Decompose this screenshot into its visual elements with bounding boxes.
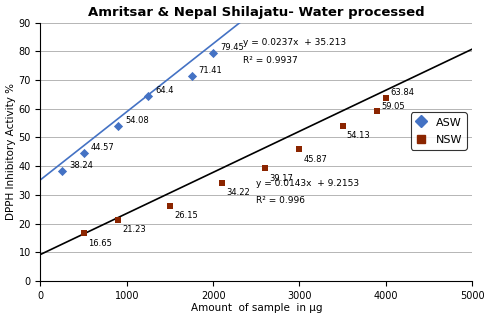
- Y-axis label: DPPH Inhibitory Activity %: DPPH Inhibitory Activity %: [5, 83, 16, 220]
- Text: 63.84: 63.84: [390, 88, 414, 97]
- Title: Amritsar & Nepal Shilajatu- Water processed: Amritsar & Nepal Shilajatu- Water proces…: [88, 5, 425, 19]
- Point: [373, 109, 381, 114]
- Point: [166, 203, 174, 208]
- Point: [209, 50, 217, 56]
- Text: 64.4: 64.4: [155, 86, 174, 95]
- Text: 34.22: 34.22: [226, 188, 250, 197]
- Text: 45.87: 45.87: [304, 155, 327, 164]
- Point: [80, 150, 88, 155]
- Point: [295, 147, 303, 152]
- Point: [188, 73, 196, 78]
- Point: [80, 231, 88, 236]
- Point: [58, 168, 66, 174]
- Point: [145, 93, 152, 99]
- Text: 21.23: 21.23: [122, 226, 146, 234]
- Text: 79.45: 79.45: [220, 43, 244, 52]
- Text: 71.41: 71.41: [198, 66, 222, 75]
- Legend: ASW, NSW: ASW, NSW: [411, 113, 466, 150]
- Text: y = 0.0237x  + 35.213: y = 0.0237x + 35.213: [244, 39, 346, 48]
- Text: 16.65: 16.65: [88, 239, 112, 248]
- Point: [339, 123, 346, 128]
- Point: [382, 95, 390, 100]
- Text: y = 0.0143x  + 9.2153: y = 0.0143x + 9.2153: [256, 179, 359, 188]
- Text: 26.15: 26.15: [174, 211, 198, 220]
- Point: [114, 123, 122, 128]
- Point: [218, 180, 226, 185]
- Text: 44.57: 44.57: [91, 143, 114, 152]
- Text: 54.08: 54.08: [125, 116, 149, 125]
- Text: 38.24: 38.24: [69, 161, 93, 170]
- Text: 39.17: 39.17: [269, 174, 293, 183]
- Text: R² = 0.9937: R² = 0.9937: [244, 56, 298, 65]
- X-axis label: Amount  of sample  in μg: Amount of sample in μg: [191, 303, 322, 314]
- Text: 54.13: 54.13: [347, 131, 370, 140]
- Point: [114, 218, 122, 223]
- Text: 59.05: 59.05: [381, 101, 405, 111]
- Point: [261, 166, 269, 171]
- Text: R² = 0.996: R² = 0.996: [256, 197, 305, 205]
